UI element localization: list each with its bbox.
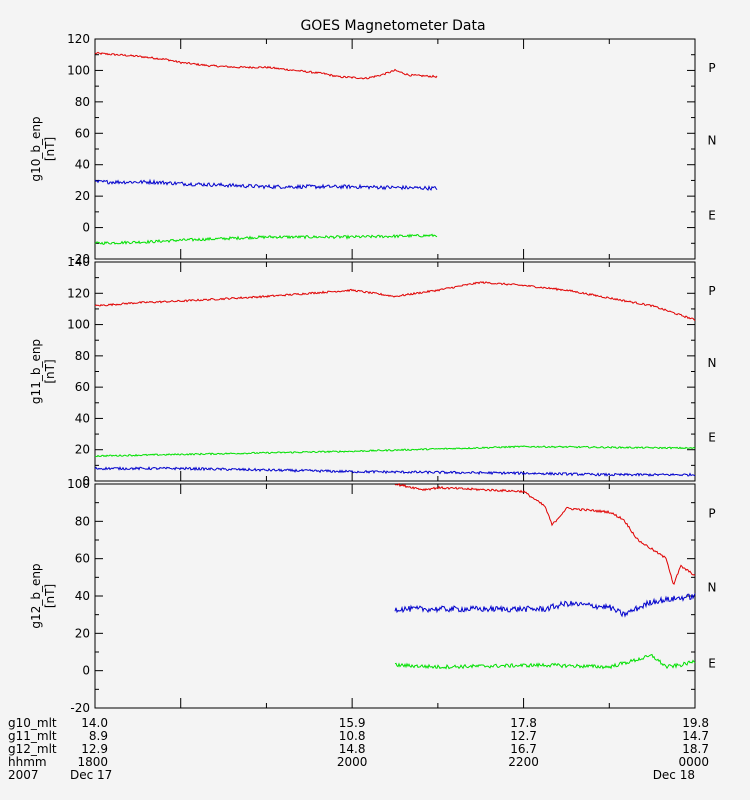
series-line-n — [394, 653, 696, 670]
footer-row-label: g10_mlt — [8, 716, 57, 730]
footer-value: 14.7 — [682, 729, 709, 743]
y-tick-label: 40 — [75, 158, 90, 172]
footer-value: 18.7 — [682, 742, 709, 756]
legend-label-e: E — [708, 657, 716, 671]
y-axis-label: g10_b_enp — [29, 116, 43, 181]
series-line-e — [394, 593, 696, 618]
footer-value: 0000 — [678, 755, 709, 769]
legend-label-n: N — [708, 581, 717, 595]
y-tick-label: 20 — [75, 189, 90, 203]
y-tick-label: 80 — [75, 95, 90, 109]
y-tick-label: 80 — [75, 349, 90, 363]
series-line-p — [94, 51, 438, 80]
y-axis-label: g12_b_enp — [29, 563, 43, 628]
series-line-e — [94, 178, 438, 191]
series-line-e — [94, 466, 696, 477]
footer-value: 10.8 — [339, 729, 366, 743]
y-tick-label: 0 — [82, 474, 90, 488]
y-tick-label: 120 — [67, 32, 90, 46]
y-tick-label: 0 — [82, 664, 90, 678]
legend-label-n: N — [708, 134, 717, 148]
footer-row-label: 2007 — [8, 768, 39, 782]
series-line-n — [94, 233, 438, 245]
y-tick-label: 80 — [75, 514, 90, 528]
y-tick-label: 20 — [75, 443, 90, 457]
footer-value: 14.0 — [81, 716, 108, 730]
footer-value: 1800 — [77, 755, 108, 769]
legend-label-p: P — [708, 284, 715, 298]
y-tick-label: 60 — [75, 126, 90, 140]
y-axis-units: [nT] — [43, 584, 57, 608]
footer-value: 2200 — [508, 755, 539, 769]
footer-value: 2000 — [337, 755, 368, 769]
series-line-p — [394, 482, 696, 585]
y-tick-label: -20 — [70, 701, 90, 715]
y-tick-label: 60 — [75, 380, 90, 394]
y-axis-units: [nT] — [43, 137, 57, 161]
footer-value: 16.7 — [510, 742, 537, 756]
footer-row-label: hhmm — [8, 755, 47, 769]
footer-value: Dec 18 — [653, 768, 695, 782]
y-axis-label: g11_b_enp — [29, 339, 43, 404]
y-tick-label: 0 — [82, 221, 90, 235]
y-tick-label: 100 — [67, 63, 90, 77]
y-tick-label: 100 — [67, 318, 90, 332]
y-axis-units: [nT] — [43, 359, 57, 383]
footer-value: Dec 17 — [70, 768, 112, 782]
footer-row-label: g12_mlt — [8, 742, 57, 756]
y-tick-label: -20 — [70, 252, 90, 266]
legend-label-p: P — [708, 507, 715, 521]
panel-frame — [94, 38, 696, 260]
footer-value: 12.9 — [81, 742, 108, 756]
chart-title: GOES Magnetometer Data — [300, 18, 485, 34]
legend-label-e: E — [708, 208, 716, 222]
footer-row-label: g11_mlt — [8, 729, 57, 743]
y-tick-label: 20 — [75, 626, 90, 640]
y-tick-label: 60 — [75, 552, 90, 566]
footer-value: 17.8 — [510, 716, 537, 730]
footer-value: 19.8 — [682, 716, 709, 730]
footer-value: 14.8 — [339, 742, 366, 756]
legend-label-e: E — [708, 431, 716, 445]
footer-value: 8.9 — [89, 729, 108, 743]
y-tick-label: 40 — [75, 411, 90, 425]
footer-value: 12.7 — [510, 729, 537, 743]
legend-label-n: N — [708, 356, 717, 370]
legend-label-p: P — [708, 61, 715, 75]
y-tick-label: 100 — [67, 477, 90, 491]
footer-value: 15.9 — [339, 716, 366, 730]
y-tick-label: 40 — [75, 589, 90, 603]
y-tick-label: 120 — [67, 286, 90, 300]
y-tick-label: 140 — [67, 255, 90, 269]
panel-frame — [94, 483, 696, 709]
series-line-p — [94, 281, 696, 321]
series-line-n — [94, 445, 696, 458]
